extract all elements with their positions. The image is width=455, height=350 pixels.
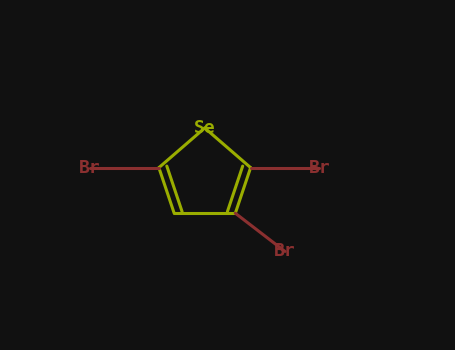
Text: Se: Se <box>194 119 216 137</box>
Text: Br: Br <box>79 159 101 177</box>
Text: Br: Br <box>274 243 296 260</box>
Text: Br: Br <box>308 159 330 177</box>
